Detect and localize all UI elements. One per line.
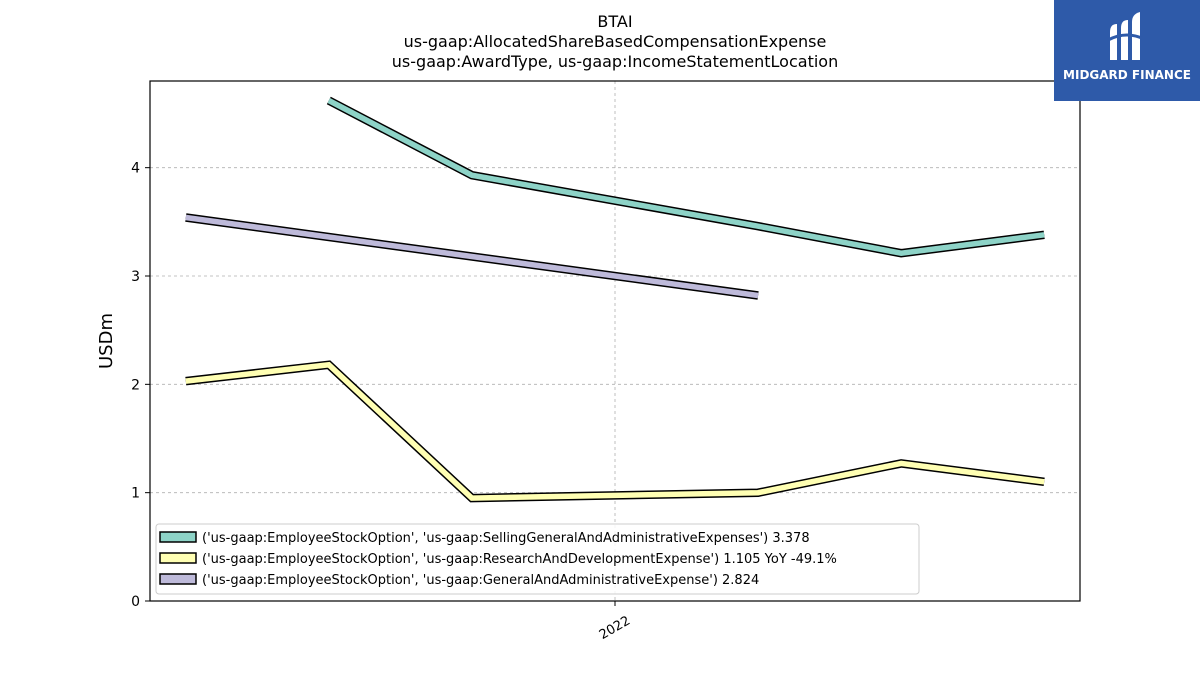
- y-tick-label: 1: [131, 486, 140, 502]
- chart-title-line: us-gaap:AllocatedShareBasedCompensationE…: [404, 32, 827, 51]
- chart-title-line: us-gaap:AwardType, us-gaap:IncomeStateme…: [392, 52, 838, 71]
- x-tick-label: 2022: [597, 613, 633, 643]
- series-line-1: [185, 361, 1045, 501]
- y-tick-label: 0: [131, 594, 140, 610]
- y-tick-label: 2: [131, 377, 140, 393]
- y-tick-label: 3: [131, 269, 140, 285]
- legend-box: [155, 523, 920, 595]
- series-outline-0: [326, 96, 1045, 258]
- legend-swatch-0: [159, 531, 197, 543]
- legend-entry-0: ('us-gaap:EmployeeStockOption', 'us-gaap…: [202, 531, 810, 546]
- series-lines: [185, 96, 1045, 503]
- y-axis-label: USDm: [96, 313, 117, 369]
- grid: [150, 81, 1080, 601]
- legend-swatch-1: [159, 552, 197, 564]
- y-tick-label: 4: [131, 161, 140, 177]
- midgard-finance-logo: MIDGARD FINANCE: [1054, 0, 1200, 101]
- logo-mark-icon: [1107, 12, 1147, 60]
- legend-swatch-2: [159, 573, 197, 585]
- series-line-2: [185, 214, 759, 299]
- legend-entry-1: ('us-gaap:EmployeeStockOption', 'us-gaap…: [202, 552, 837, 567]
- logo-text: MIDGARD FINANCE: [1063, 68, 1191, 82]
- legend-entry-2: ('us-gaap:EmployeeStockOption', 'us-gaap…: [202, 573, 759, 588]
- chart-title: BTAIus-gaap:AllocatedShareBasedCompensat…: [392, 12, 838, 71]
- legend: ('us-gaap:EmployeeStockOption', 'us-gaap…: [155, 523, 920, 595]
- chart-title-line: BTAI: [597, 12, 632, 31]
- series-line-0: [327, 98, 1045, 256]
